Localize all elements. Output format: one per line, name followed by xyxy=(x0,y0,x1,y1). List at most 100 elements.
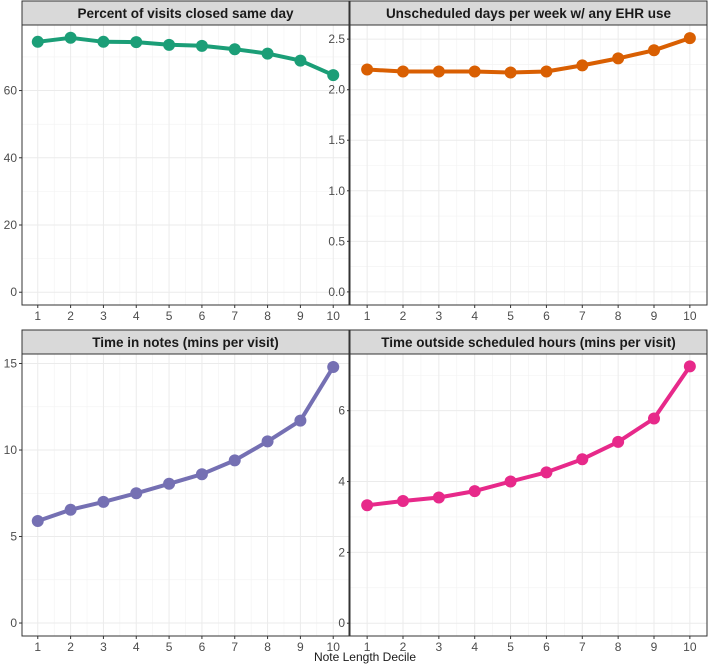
y-tick-label: 1.5 xyxy=(328,133,345,147)
data-point xyxy=(97,495,110,508)
facet-title: Time outside scheduled hours (mins per v… xyxy=(381,335,676,350)
y-tick-label: 1.0 xyxy=(328,184,345,198)
x-tick-label: 9 xyxy=(297,640,304,654)
data-point xyxy=(576,453,589,466)
x-tick-label: 3 xyxy=(100,640,107,654)
x-tick-label: 4 xyxy=(471,640,478,654)
x-tick-label: 3 xyxy=(436,309,443,323)
data-point xyxy=(468,485,481,498)
x-tick-label: 1 xyxy=(364,309,371,323)
x-tick-label: 2 xyxy=(67,640,74,654)
y-tick-label: 0 xyxy=(338,616,345,630)
data-point xyxy=(683,32,696,45)
data-point xyxy=(64,503,77,516)
panel-1: Percent of visits closed same day0204060… xyxy=(4,0,350,323)
y-tick-label: 2.0 xyxy=(328,83,345,97)
facet-strip xyxy=(349,329,708,355)
x-axis-title: Note Length Decile xyxy=(314,650,416,664)
data-point xyxy=(163,38,176,51)
x-tick-label: 2 xyxy=(400,640,407,654)
data-point xyxy=(540,466,553,479)
data-point xyxy=(195,39,208,52)
x-tick-label: 4 xyxy=(133,309,140,323)
y-tick-label: 15 xyxy=(4,357,18,371)
x-tick-label: 6 xyxy=(543,309,550,323)
data-point xyxy=(261,435,274,448)
facet-title: Time in notes (mins per visit) xyxy=(92,335,279,350)
y-tick-label: 2 xyxy=(338,545,345,559)
x-tick-label: 7 xyxy=(231,640,238,654)
y-tick-label: 20 xyxy=(4,218,18,232)
panel-2: Unscheduled days per week w/ any EHR use… xyxy=(328,0,708,323)
x-tick-label: 4 xyxy=(133,640,140,654)
series-line xyxy=(35,35,336,78)
data-point xyxy=(228,454,241,467)
x-tick-label: 5 xyxy=(507,640,514,654)
x-tick-label: 7 xyxy=(579,640,586,654)
x-tick-label: 10 xyxy=(327,309,341,323)
data-point xyxy=(327,69,340,82)
x-tick-label: 5 xyxy=(507,309,514,323)
data-point xyxy=(540,65,553,78)
x-tick-label: 4 xyxy=(471,309,478,323)
x-tick-label: 10 xyxy=(327,640,341,654)
data-point xyxy=(504,66,517,79)
facet-title: Percent of visits closed same day xyxy=(77,6,294,21)
x-tick-label: 6 xyxy=(199,640,206,654)
x-tick-label: 7 xyxy=(231,309,238,323)
y-tick-label: 40 xyxy=(4,151,18,165)
data-point xyxy=(228,43,241,56)
x-tick-label: 1 xyxy=(34,309,41,323)
series-line xyxy=(365,364,692,508)
facet-strip xyxy=(21,0,350,26)
data-point xyxy=(683,360,696,373)
x-tick-label: 2 xyxy=(400,309,407,323)
x-tick-label: 9 xyxy=(651,640,658,654)
data-point xyxy=(468,65,481,78)
data-point xyxy=(648,44,661,57)
x-tick-label: 8 xyxy=(264,640,271,654)
y-tick-label: 60 xyxy=(4,84,18,98)
x-tick-label: 1 xyxy=(34,640,41,654)
data-point xyxy=(64,31,77,44)
series-line xyxy=(35,365,336,523)
x-tick-label: 6 xyxy=(199,309,206,323)
data-point xyxy=(612,435,625,448)
y-tick-label: 2.5 xyxy=(328,32,345,46)
panel-border xyxy=(21,353,350,637)
x-tick-label: 2 xyxy=(67,309,74,323)
data-point xyxy=(294,54,307,67)
data-point xyxy=(163,477,176,490)
facet-strip xyxy=(349,0,708,26)
y-tick-label: 4 xyxy=(338,475,345,489)
data-point xyxy=(327,360,340,373)
y-tick-label: 0 xyxy=(10,616,17,630)
panel-border xyxy=(349,353,708,637)
x-tick-label: 6 xyxy=(543,640,550,654)
x-tick-label: 8 xyxy=(615,309,622,323)
x-tick-label: 8 xyxy=(264,309,271,323)
data-point xyxy=(576,59,589,72)
data-point xyxy=(648,412,661,425)
data-point xyxy=(432,491,445,504)
data-point xyxy=(130,487,143,500)
x-tick-label: 3 xyxy=(436,640,443,654)
data-point xyxy=(504,475,517,488)
x-tick-label: 1 xyxy=(364,640,371,654)
panel-border xyxy=(349,24,708,306)
data-point xyxy=(31,514,44,527)
data-point xyxy=(361,499,374,512)
y-tick-label: 0 xyxy=(10,285,17,299)
data-point xyxy=(361,63,374,76)
y-tick-label: 0.0 xyxy=(328,285,345,299)
data-point xyxy=(396,495,409,508)
data-point xyxy=(261,47,274,60)
data-point xyxy=(396,65,409,78)
facet-strip xyxy=(21,329,350,355)
series-line xyxy=(365,36,692,75)
data-point xyxy=(130,36,143,49)
y-tick-label: 10 xyxy=(4,443,18,457)
x-tick-label: 7 xyxy=(579,309,586,323)
panel-3: Time in notes (mins per visit) 0 5 10 15 1 2 3 4… xyxy=(4,329,350,654)
